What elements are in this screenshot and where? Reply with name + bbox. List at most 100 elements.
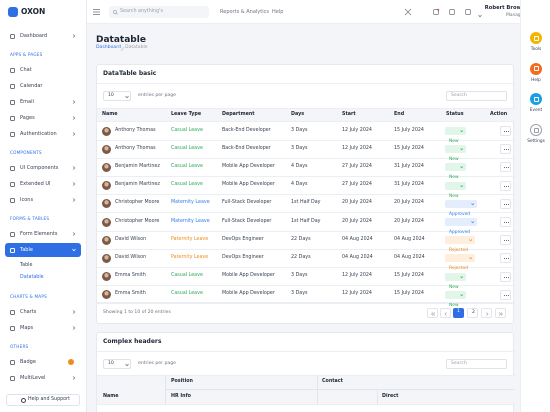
cell: 15 July 2024 — [394, 273, 424, 279]
nav-item[interactable]: Chat — [5, 63, 81, 77]
row-divider — [97, 267, 515, 268]
cell: Casual Leave — [171, 145, 203, 151]
table-header — [97, 108, 515, 122]
nav-item[interactable]: Table — [5, 243, 81, 257]
status-pill[interactable]: New — [445, 272, 466, 290]
cell: 12 July 2024 — [342, 273, 372, 279]
rail-icon — [533, 35, 539, 41]
status-pill[interactable]: New — [445, 127, 466, 144]
help-label: Help and Support — [28, 397, 70, 403]
nav-item[interactable]: Pages — [5, 111, 81, 125]
top-icon — [449, 9, 455, 15]
section-title: CHARTS & MAPS — [10, 294, 47, 300]
action-button[interactable] — [500, 271, 511, 282]
nav-item[interactable]: Extended UI — [5, 177, 81, 191]
nav-item[interactable]: Charts — [5, 305, 81, 319]
page-button[interactable] — [440, 308, 451, 318]
nav-label: Maps — [20, 324, 34, 331]
nav-item[interactable]: MultiLevel — [5, 371, 81, 385]
column-header: Start — [342, 111, 356, 117]
nav-item[interactable]: Form Elements — [5, 227, 81, 241]
cell: 04 Aug 2024 — [394, 255, 425, 261]
rail-icon — [533, 96, 539, 102]
search-box[interactable]: Search anything's — [109, 6, 209, 18]
chevron — [459, 275, 463, 278]
action-button[interactable] — [500, 289, 511, 300]
table-search[interactable]: Search — [446, 91, 507, 101]
status-pill[interactable]: Approved — [445, 218, 478, 235]
dots — [503, 149, 509, 151]
top-link[interactable]: Reports & Analytics — [220, 8, 269, 15]
nav-item[interactable]: Calendar — [5, 79, 81, 93]
rail-button[interactable] — [530, 32, 542, 44]
status-pill[interactable]: Rejected — [445, 254, 476, 271]
cell: 27 July 2024 — [342, 164, 372, 170]
nav-label: Extended UI — [20, 180, 51, 187]
help-button[interactable]: Help and Support — [6, 394, 80, 406]
chevron — [459, 184, 463, 187]
status-pill[interactable]: Rejected — [445, 236, 476, 253]
entries-label: entries per page — [138, 360, 176, 366]
action-button[interactable] — [500, 162, 511, 173]
page-number[interactable]: 1 — [453, 308, 464, 318]
nav-label: Table — [20, 246, 33, 253]
action-button[interactable] — [500, 180, 511, 191]
nav-subitem[interactable]: Table — [20, 262, 33, 268]
chevron — [459, 130, 463, 133]
logo: OXON — [21, 6, 46, 16]
nav-item[interactable]: Maps — [5, 321, 81, 335]
status-pill[interactable]: New — [445, 163, 466, 180]
rail-label: Tools — [530, 46, 542, 52]
cell: Casual Leave — [171, 164, 203, 170]
page-button[interactable] — [495, 308, 506, 318]
breadcrumb[interactable]: Dashboard — [96, 45, 121, 51]
chevron — [72, 34, 76, 38]
rail-button[interactable] — [530, 124, 542, 137]
chevron — [72, 248, 76, 252]
entries-select[interactable]: 10 — [103, 359, 131, 369]
status-text: New — [449, 157, 459, 163]
nav-item[interactable]: Email — [5, 95, 81, 109]
table-search[interactable]: Search — [446, 359, 507, 369]
action-button[interactable] — [500, 198, 511, 209]
dots — [503, 167, 509, 169]
avatar — [102, 217, 111, 227]
rail-button[interactable] — [530, 93, 542, 106]
top-link[interactable]: Help — [272, 8, 284, 15]
status-text: New — [449, 284, 459, 290]
cell: David Wilson — [115, 236, 147, 242]
action-button[interactable] — [500, 126, 511, 136]
cell: Christopher Moore — [115, 200, 160, 206]
rail-button[interactable] — [530, 62, 542, 75]
status-pill[interactable]: New — [445, 145, 466, 162]
status-pill[interactable]: New — [445, 181, 466, 199]
cell: Mobile App Developer — [222, 164, 275, 170]
row-divider — [97, 212, 515, 213]
nav-subitem[interactable]: Datatable — [20, 274, 44, 280]
nav-item[interactable]: Authentication — [5, 127, 81, 141]
action-button[interactable] — [500, 217, 511, 227]
cell: 22 Days — [291, 236, 311, 242]
status-pill[interactable]: New — [445, 290, 466, 308]
nav-icon — [10, 359, 15, 365]
chevron — [72, 376, 76, 380]
chevron — [478, 14, 482, 18]
status-pill[interactable]: Approved — [445, 199, 478, 217]
nav-item[interactable]: UI Components — [5, 161, 81, 175]
column-header: Name — [102, 111, 118, 117]
avatar — [102, 272, 111, 282]
action-button[interactable] — [500, 253, 511, 264]
page-number[interactable]: 2 — [467, 308, 478, 318]
cell: 1st Half Day — [291, 218, 321, 224]
action-button[interactable] — [500, 144, 511, 155]
nav-item[interactable]: Icons — [5, 193, 81, 207]
action-button[interactable] — [500, 235, 511, 246]
nav-item[interactable]: Badge — [5, 355, 81, 369]
page-button[interactable] — [481, 308, 492, 318]
nav-label: Email — [20, 98, 34, 105]
entries-select[interactable]: 10 — [103, 91, 131, 101]
dots — [503, 240, 509, 242]
nav-label: Authentication — [20, 130, 57, 137]
page-button[interactable] — [427, 308, 438, 318]
nav-item[interactable]: Dashboard — [5, 29, 81, 43]
